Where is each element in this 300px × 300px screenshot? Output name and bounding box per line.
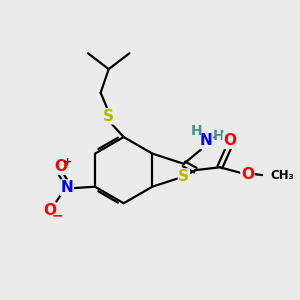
Text: O: O: [43, 203, 56, 218]
Text: −: −: [52, 209, 63, 223]
Text: +: +: [63, 157, 72, 167]
Text: CH₃: CH₃: [270, 169, 294, 182]
Text: H: H: [213, 129, 225, 143]
Text: O: O: [241, 167, 254, 182]
Text: O: O: [54, 159, 67, 174]
Text: S: S: [103, 109, 114, 124]
Text: H: H: [191, 124, 202, 138]
Text: O: O: [223, 133, 236, 148]
Text: N: N: [200, 133, 213, 148]
Text: N: N: [60, 180, 73, 195]
Text: S: S: [178, 169, 189, 184]
